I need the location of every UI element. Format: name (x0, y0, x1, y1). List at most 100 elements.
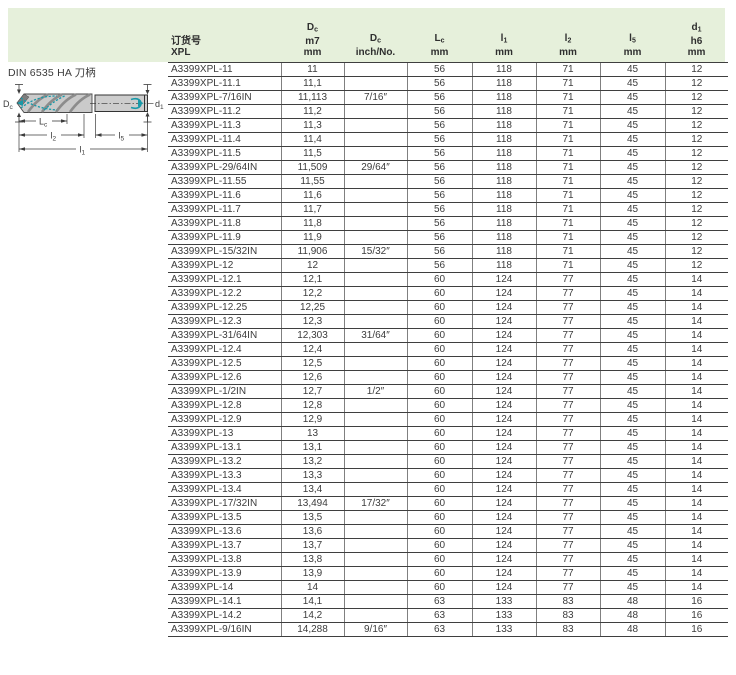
cell: A3399XPL-12.25 (168, 300, 281, 315)
cell: 45 (599, 356, 665, 371)
cell: 124 (471, 398, 536, 413)
cell: 60 (406, 412, 472, 427)
cell: 14 (664, 552, 728, 567)
cell: 11,6 (280, 188, 344, 203)
cell: 13,4 (280, 482, 344, 497)
cell: 14,1 (280, 594, 344, 609)
cell: 56 (406, 90, 472, 105)
cell: 45 (599, 188, 665, 203)
cell: A3399XPL-14.1 (168, 594, 281, 609)
cell: 11,4 (280, 132, 344, 147)
cell: 60 (406, 468, 472, 483)
cell: 124 (471, 482, 536, 497)
cell: 12,9 (280, 412, 344, 427)
cell (343, 202, 407, 217)
cell: 56 (406, 202, 472, 217)
cell: 12 (664, 76, 728, 91)
cell: 14 (664, 426, 728, 441)
cell: 56 (406, 188, 472, 203)
cell: 124 (471, 384, 536, 399)
cell: 12,303 (280, 328, 344, 343)
table-row: A3399XPL-13.1 13,1 60 124 77 45 14 (168, 440, 728, 455)
cell: 12 (664, 90, 728, 105)
cell: 77 (535, 412, 600, 427)
cell: 14 (664, 510, 728, 525)
cell: 12 (664, 244, 728, 259)
cell: 71 (535, 202, 600, 217)
cell: 124 (471, 454, 536, 469)
cell: A3399XPL-11.2 (168, 104, 281, 119)
cell: 45 (599, 90, 665, 105)
cell (343, 258, 407, 273)
cell: 71 (535, 62, 600, 77)
cell: A3399XPL-13.3 (168, 468, 281, 483)
cell: 11,509 (280, 160, 344, 175)
cell: 14 (664, 272, 728, 287)
cell: A3399XPL-11.7 (168, 202, 281, 217)
cell: A3399XPL-12.3 (168, 314, 281, 329)
cell: 14 (664, 300, 728, 315)
cell: 63 (406, 594, 472, 609)
cell (343, 370, 407, 385)
diagram-title: DIN 6535 HA 刀柄 (8, 67, 96, 79)
cell: A3399XPL-9/16IN (168, 622, 281, 637)
table-row: A3399XPL-14 14 60 124 77 45 14 (168, 580, 728, 595)
cell: 56 (406, 62, 472, 77)
cell: A3399XPL-29/64IN (168, 160, 281, 175)
cell: 14 (664, 440, 728, 455)
cell (343, 230, 407, 245)
cell: 60 (406, 426, 472, 441)
cell (343, 356, 407, 371)
cell: 77 (535, 510, 600, 525)
cell: A3399XPL-12.4 (168, 342, 281, 357)
cell: 12,3 (280, 314, 344, 329)
cell: 45 (599, 300, 665, 315)
cell: 13,1 (280, 440, 344, 455)
cell: 124 (471, 440, 536, 455)
cell: 12 (664, 118, 728, 133)
cell: A3399XPL-14.2 (168, 608, 281, 623)
table-row: A3399XPL-12.3 12,3 60 124 77 45 14 (168, 314, 728, 329)
cell: 124 (471, 342, 536, 357)
product-spec-table: 订货号 XPL Dc m7 mm Dc inch/No. Lc mm l1 mm l2 mm l5 mm d1… (168, 8, 728, 637)
table-row: A3399XPL-13 13 60 124 77 45 14 (168, 426, 728, 441)
cell: 71 (535, 132, 600, 147)
cell: 60 (406, 496, 472, 511)
cell: A3399XPL-15/32IN (168, 244, 281, 259)
cell: 45 (599, 524, 665, 539)
table-row: A3399XPL-12.2 12,2 60 124 77 45 14 (168, 286, 728, 301)
cell: 118 (471, 216, 536, 231)
cell: 133 (471, 608, 536, 623)
cell: 118 (471, 244, 536, 259)
cell: 118 (471, 90, 536, 105)
table-row: A3399XPL-11.2 11,2 56 118 71 45 12 (168, 104, 728, 119)
cell: A3399XPL-12.2 (168, 286, 281, 301)
cell: 12 (664, 258, 728, 273)
cell: A3399XPL-12 (168, 258, 281, 273)
cell (343, 510, 407, 525)
cell: 83 (535, 622, 600, 637)
cell: 71 (535, 188, 600, 203)
cell: 13,5 (280, 510, 344, 525)
cell: 12 (664, 132, 728, 147)
cell: A3399XPL-13.8 (168, 552, 281, 567)
cell: 56 (406, 216, 472, 231)
table-row: A3399XPL-11.5 11,5 56 118 71 45 12 (168, 146, 728, 161)
cell: 71 (535, 244, 600, 259)
cell: 45 (599, 412, 665, 427)
cell: 124 (471, 552, 536, 567)
cell: 12 (664, 174, 728, 189)
cell: A3399XPL-13.4 (168, 482, 281, 497)
cell: 45 (599, 146, 665, 161)
cell: 12 (664, 62, 728, 77)
cell: 12 (664, 104, 728, 119)
cell: 45 (599, 286, 665, 301)
cell: 45 (599, 510, 665, 525)
cell: 14 (664, 384, 728, 399)
cell: 56 (406, 118, 472, 133)
cell: 77 (535, 370, 600, 385)
table-row: A3399XPL-31/64IN 12,303 31/64″ 60 124 77 45 14 (168, 328, 728, 343)
cell: 124 (471, 314, 536, 329)
cell: 11,8 (280, 216, 344, 231)
coolant-channel-lines (20, 94, 67, 111)
